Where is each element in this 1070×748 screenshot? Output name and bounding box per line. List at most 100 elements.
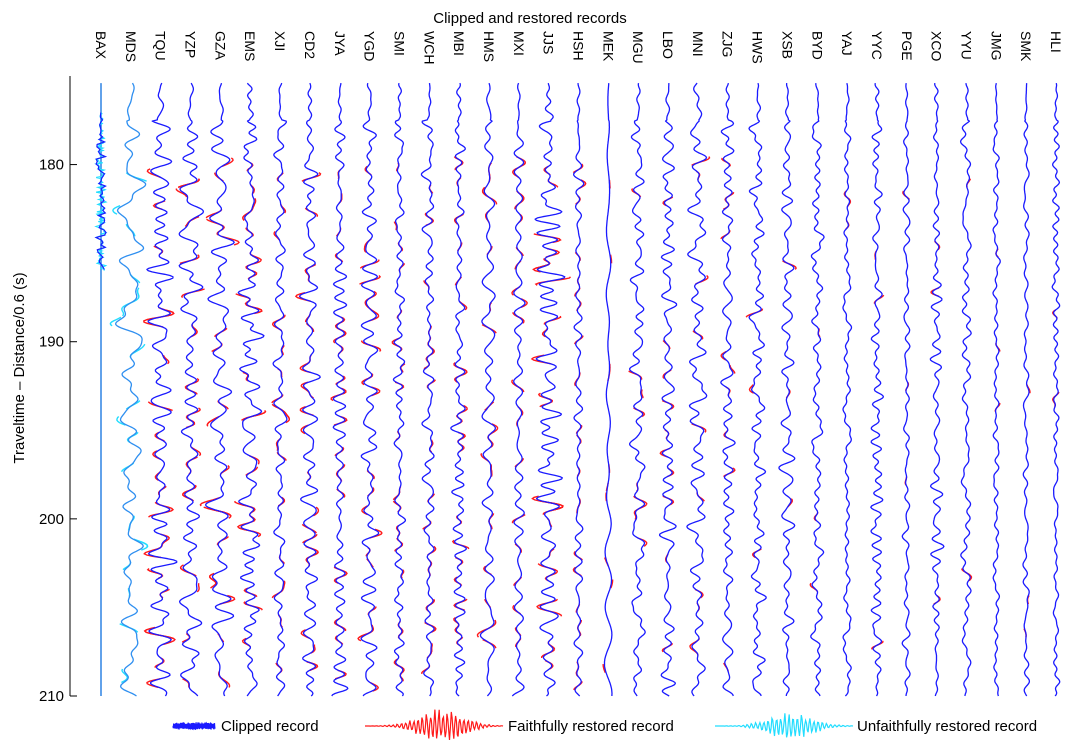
trace-line — [778, 83, 796, 697]
station-labels: BAX MDS TQU YZP GZA EMS XJI CD2 JYA YGD SMI WCH MBI H… — [93, 31, 1064, 64]
trace-restored-segment — [282, 580, 286, 590]
station-label-yyu: YYU — [958, 31, 974, 60]
trace-yyu — [959, 82, 973, 697]
trace-clipped-segment — [94, 112, 108, 270]
trace-line — [810, 83, 825, 697]
station-label-jmg: JMG — [988, 31, 1004, 61]
trace-line — [178, 82, 205, 697]
trace-cd2 — [294, 82, 322, 697]
trace-restored-segment — [275, 442, 279, 451]
trace-restored-segment — [206, 417, 218, 427]
trace-restored-segment — [358, 628, 374, 638]
station-label-smk: SMK — [1018, 31, 1034, 62]
trace-line — [658, 83, 678, 697]
trace-restored-segment — [481, 186, 488, 197]
trace-lbo — [658, 83, 678, 697]
station-label-jya: JYA — [332, 31, 348, 56]
trace-line — [686, 82, 708, 697]
station-label-jjs: JJS — [541, 31, 557, 54]
trace-restored-segment — [283, 411, 291, 421]
trace-smk — [1022, 83, 1031, 697]
trace-restored-segment — [368, 311, 380, 322]
trace-restored-segment — [455, 365, 468, 376]
station-label-mek: MEK — [600, 31, 616, 62]
station-label-hws: HWS — [750, 31, 766, 64]
trace-zjg — [720, 82, 736, 697]
trace-line — [870, 82, 885, 697]
legend-swatch-1 — [365, 709, 504, 740]
trace-line — [360, 82, 380, 697]
trace-unfaithful-segment — [121, 307, 125, 317]
trace-restored-segment — [873, 294, 885, 304]
trace-line — [272, 82, 288, 697]
trace-restored-segment — [602, 664, 606, 673]
trace-hws — [745, 82, 767, 697]
legend-swatch-2 — [715, 713, 854, 738]
legend-label-1: Faithfully restored record — [508, 718, 674, 735]
trace-line — [392, 82, 407, 697]
trace-yaj — [842, 82, 853, 697]
trace-line — [603, 83, 613, 696]
trace-line — [534, 82, 566, 697]
trace-restored-segment — [146, 678, 161, 689]
trace-restored-segment — [162, 354, 170, 365]
station-label-xco: XCO — [929, 31, 945, 61]
station-label-hsh: HSH — [571, 31, 587, 61]
trace-line — [842, 82, 853, 697]
y-axis: 180 190 200 210 — [39, 76, 77, 705]
trace-restored-segment — [143, 548, 161, 559]
trace-hms — [476, 82, 499, 697]
trace-line — [115, 82, 147, 697]
trace-ems — [234, 82, 267, 697]
trace-unfaithful-segment — [116, 416, 126, 426]
station-label-mds: MDS — [123, 31, 139, 62]
trace-unfaithful-segment — [133, 538, 149, 549]
trace-restored-segment — [361, 373, 374, 383]
trace-jya — [330, 83, 349, 697]
trace-restored-segment — [180, 288, 205, 298]
trace-yzp — [175, 82, 205, 697]
y-axis-label: Traveltime – Distance/0.6 (s) — [11, 272, 28, 463]
station-label-yaj: YAJ — [839, 31, 855, 56]
y-tick-label: 210 — [39, 688, 64, 705]
trace-mds — [109, 82, 149, 697]
station-label-mni: MNI — [690, 31, 706, 57]
trace-restored-segment — [175, 188, 188, 198]
trace-xji — [271, 82, 291, 697]
legend-label-2: Unfaithfully restored record — [857, 718, 1037, 735]
trace-restored-segment — [162, 635, 176, 646]
trace-restored-segment — [216, 536, 229, 546]
station-label-hms: HMS — [481, 31, 497, 62]
station-label-smi: SMI — [391, 31, 407, 56]
trace-gza — [199, 82, 240, 697]
station-label-zjg: ZJG — [720, 31, 736, 57]
trace-wch — [420, 83, 437, 697]
trace-jmg — [992, 82, 1001, 697]
legend-swatch-0 — [172, 721, 216, 731]
trace-restored-segment — [628, 370, 643, 380]
trace-xsb — [778, 83, 797, 697]
trace-restored-segment — [206, 218, 225, 228]
station-label-mgu: MGU — [630, 31, 646, 64]
legend-label-0: Clipped record — [221, 718, 319, 735]
trace-restored-segment — [205, 208, 223, 219]
trace-line — [992, 82, 1001, 697]
trace-restored-segment — [300, 424, 309, 435]
trace-tqu — [143, 82, 178, 697]
trace-line — [511, 82, 526, 697]
y-tick-label: 200 — [39, 511, 64, 528]
trace-restored-segment — [520, 298, 528, 309]
station-label-yyc: YYC — [869, 31, 885, 60]
y-tick-label: 180 — [39, 157, 64, 174]
trace-restored-segment — [393, 221, 398, 231]
trace-line — [1051, 82, 1061, 697]
station-label-mxi: MXI — [511, 31, 527, 56]
trace-jjs — [530, 82, 572, 697]
trace-restored-segment — [689, 646, 699, 656]
trace-mek — [602, 83, 614, 696]
trace-restored-segment — [146, 568, 164, 578]
trace-line — [237, 82, 265, 697]
trace-restored-segment — [720, 350, 727, 361]
y-tick-label: 190 — [39, 334, 64, 351]
trace-restored-segment — [177, 178, 201, 188]
